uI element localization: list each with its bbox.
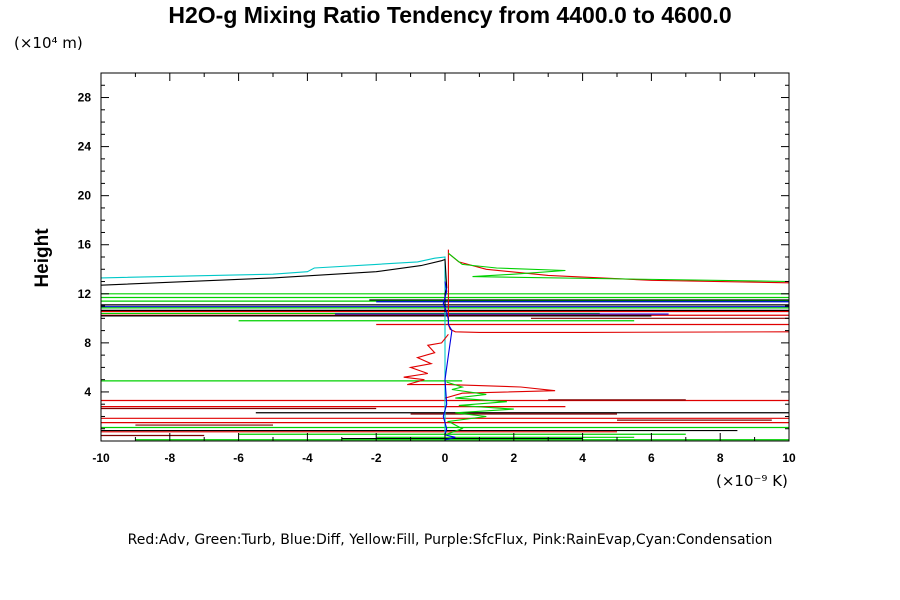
series-line-5 <box>442 281 456 441</box>
series-line-3 <box>448 252 789 283</box>
x-tick-label: 6 <box>648 451 655 465</box>
y-tick-label: 24 <box>78 140 92 154</box>
y-axis-unit: (×10⁴ m) <box>14 34 83 52</box>
x-tick-label: 0 <box>442 451 449 465</box>
series-line-2 <box>447 249 789 333</box>
x-axis-unit: (×10⁻⁹ K) <box>716 472 788 490</box>
series-line-1 <box>101 258 448 313</box>
y-tick-label: 20 <box>78 189 92 203</box>
legend: Red:Adv, Green:Turb, Blue:Diff, Yellow:F… <box>127 532 773 548</box>
x-tick-label: 8 <box>717 451 724 465</box>
x-tick-label: -8 <box>164 451 175 465</box>
chart-title: H2O-g Mixing Ratio Tendency from 4400.0 … <box>168 2 732 28</box>
x-tick-label: 4 <box>579 451 586 465</box>
x-tick-label: -4 <box>302 451 313 465</box>
x-tick-label: -6 <box>233 451 244 465</box>
x-tick-label: 10 <box>782 451 796 465</box>
y-tick-label: 8 <box>84 336 91 350</box>
series-line-4 <box>403 333 556 399</box>
y-tick-label: 28 <box>78 91 92 105</box>
y-tick-label: 12 <box>78 287 92 301</box>
x-tick-label: -10 <box>92 451 110 465</box>
y-tick-label: 16 <box>78 238 92 252</box>
series-line-6 <box>444 381 514 436</box>
series-line-0 <box>101 256 446 441</box>
x-tick-label: 2 <box>510 451 517 465</box>
y-tick-label: 4 <box>84 385 91 399</box>
x-tick-label: -2 <box>371 451 382 465</box>
